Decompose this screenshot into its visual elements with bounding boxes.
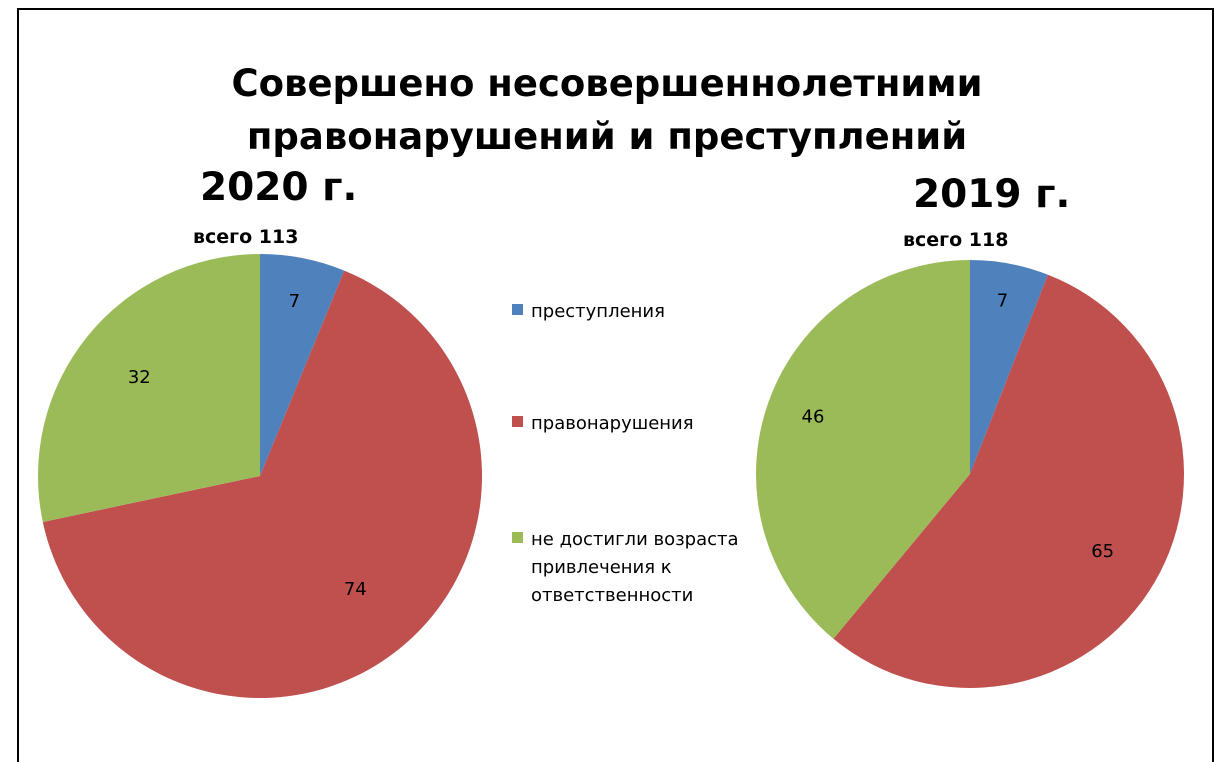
pie-slice-2020-offenses <box>42 270 482 698</box>
total-label-2020: всего 113 <box>193 226 299 248</box>
data-label-2019-offenses: 65 <box>1091 541 1114 562</box>
legend-swatch-underage <box>512 532 523 543</box>
data-label-2019-underage: 46 <box>802 406 825 427</box>
year-label-2020: 2020 г. <box>200 165 358 210</box>
pie-slice-2019-crimes <box>970 260 1048 474</box>
legend-swatch-crimes <box>512 304 523 315</box>
pie-slice-2020-underage <box>38 254 261 522</box>
pie-slice-2019-underage <box>756 260 970 639</box>
legend-label-offenses: правонарушения <box>531 413 694 434</box>
data-label-2020-crimes: 7 <box>289 291 300 312</box>
legend-swatch-offenses <box>512 416 523 427</box>
legend-label-underage: не достигли возраста привлечения к ответ… <box>531 529 739 606</box>
data-label-2020-offenses: 74 <box>344 579 367 600</box>
total-label-2019: всего 118 <box>903 229 1009 251</box>
chart-title-line-2: правонарушений и преступлений <box>246 115 968 158</box>
chart-title-line-1: Совершено несовершеннолетними <box>231 62 983 105</box>
year-label-2019: 2019 г. <box>913 172 1071 217</box>
pie-slice-2019-offenses <box>833 274 1185 688</box>
legend-label-crimes: преступления <box>531 301 665 322</box>
data-label-2019-crimes: 7 <box>997 291 1008 312</box>
pie-slice-2020-crimes <box>260 254 345 476</box>
data-label-2020-underage: 32 <box>128 367 151 388</box>
